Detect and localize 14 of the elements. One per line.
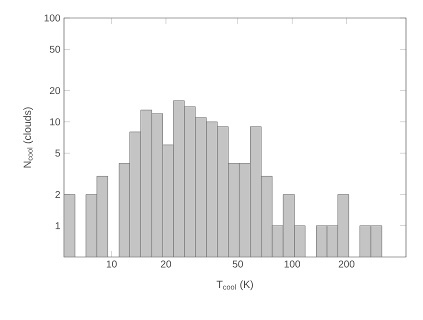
y-tick-label: 10	[50, 118, 60, 126]
x-tick-label: 100	[284, 260, 300, 268]
y-tick-label: 50	[50, 46, 60, 53]
y-tick-label: 2	[55, 190, 60, 198]
x-tick-label: 10	[106, 260, 117, 268]
y-tick-label: 5	[55, 150, 60, 157]
y-tick-label: 1	[56, 222, 60, 230]
x-tick-label: 50	[232, 260, 243, 268]
x-axis-title: T$_{cool}$ (K)	[216, 280, 253, 290]
y-tick-label: 100	[44, 14, 60, 22]
x-tick-label: 200	[338, 260, 354, 268]
x-tick-label: 20	[160, 260, 172, 268]
y-axis-title: N$_{cool}$ (clouds)	[23, 107, 34, 168]
y-tick-label: 20	[50, 87, 60, 94]
